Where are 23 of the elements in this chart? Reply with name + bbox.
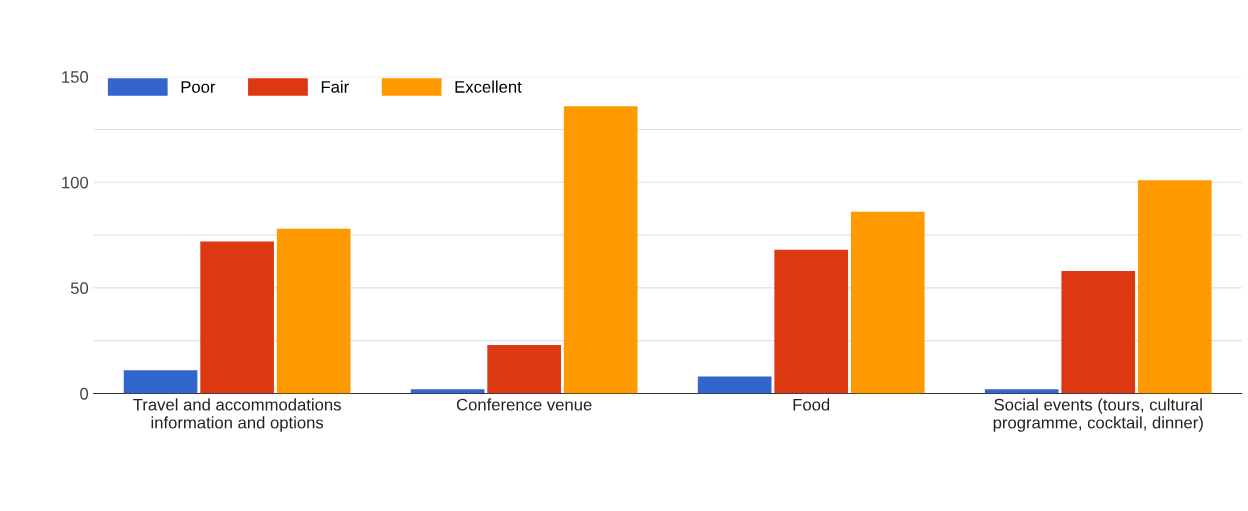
bar [1061,270,1136,394]
bar [123,370,198,394]
x-tick-label: Food [793,398,830,411]
y-tick-label: 50 [70,282,89,295]
y-tick-label: 150 [62,71,89,83]
bar [1137,180,1212,394]
bar [410,389,485,394]
bar [276,228,351,394]
bar [200,241,274,394]
bar [563,106,638,394]
x-tick-label: Conference venue [456,398,592,411]
legend-label: Poor [181,81,216,93]
bar [850,211,925,394]
bar [984,389,1059,394]
legend-label: Excellent [455,80,522,93]
y-tick-label: 0 [80,387,89,400]
legend-label: Fair [321,80,349,93]
x-tick-label: Social events (tours, cultural programme, cocktail, dinner) [993,398,1203,432]
bar [487,344,561,394]
bar [697,376,772,394]
y-tick-label: 100 [62,176,89,189]
x-tick-label: Travel and accommodations information and options [133,398,341,432]
bar [774,249,849,394]
